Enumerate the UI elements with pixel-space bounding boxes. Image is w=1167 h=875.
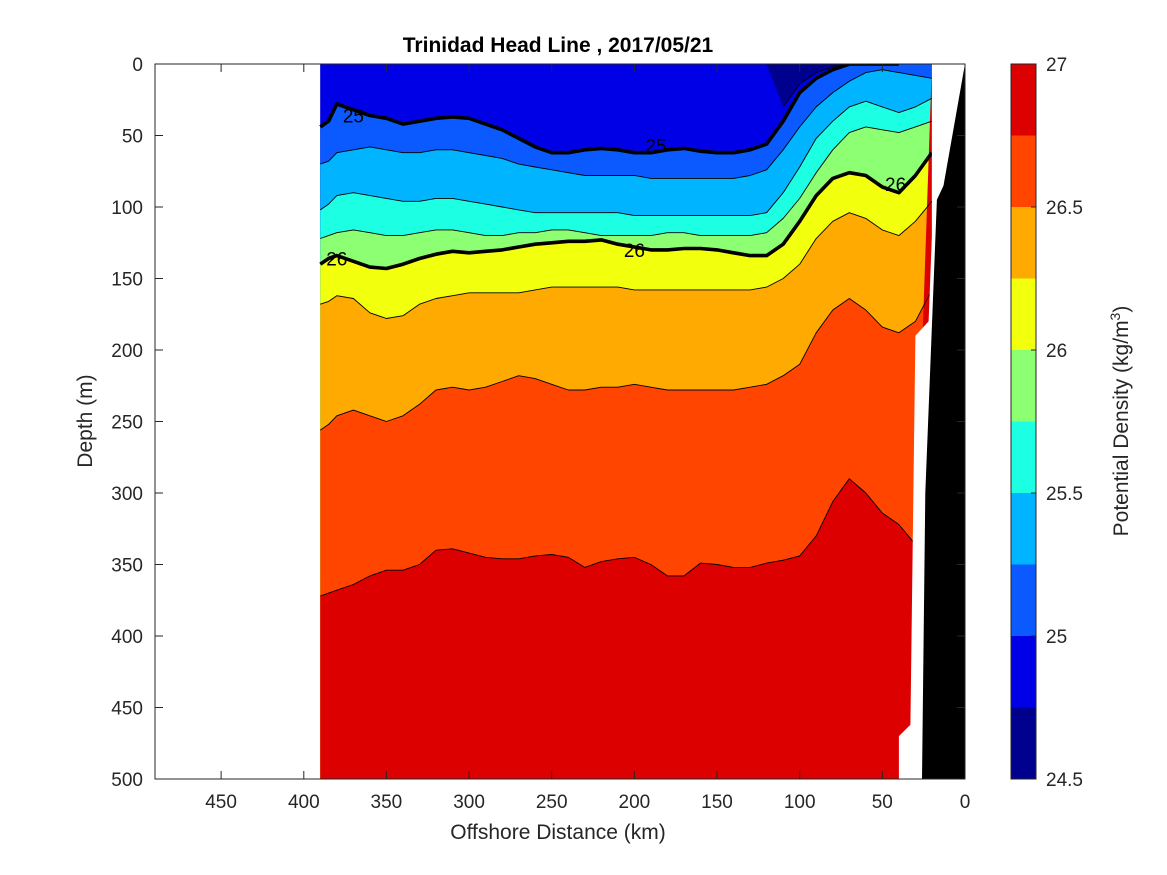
colorbar-tick-label: 25.5 [1046,484,1083,505]
x-tick-label: 100 [784,792,816,813]
colorbar-segment [1011,135,1036,207]
colorbar-frame [1010,63,1037,780]
x-tick-label: 300 [453,792,485,813]
contour-line-26 [319,151,934,271]
colorbar-tick-label: 24.5 [1046,770,1083,791]
colorbar-segment [1011,636,1036,708]
contour-label: 25 [343,107,364,128]
colorbar-segment [1011,278,1036,350]
colorbar-label: Potential Density (kg/m3) [1107,306,1133,537]
contour-label: 26 [326,250,347,271]
colorbar: 24.5 25 25.5 26 26.5 27 Potential Density (kg… [1010,55,1133,791]
colorbar-segment [1011,707,1036,779]
y-tick-label: 300 [111,484,143,505]
colorbar-segment [1011,207,1036,279]
contour-line-25.75 [320,120,933,239]
y-tick-label: 500 [111,770,143,791]
bathymetry [898,64,965,779]
y-tick-label: 0 [132,55,143,76]
y-tick-label: 450 [111,699,143,720]
y-tick-label: 150 [111,270,143,291]
colorbar-segment [1011,421,1036,493]
colorbar-label-superscript: 3 [1107,312,1123,320]
colorbar-tick-label: 27 [1046,55,1067,76]
contour-labels: 25 25 26 26 26 [326,107,906,271]
colorbar-segment [1011,493,1036,565]
y-axis-label: Depth (m) [74,374,97,467]
contour-label: 26 [624,241,645,262]
colorbar-segment [1011,564,1036,636]
density-band-26.75 [320,64,932,779]
contour-line-25.25 [320,69,932,179]
x-tick-label: 0 [960,792,971,813]
contour-line-26.5 [320,289,933,431]
contour-line-26.75 [320,478,916,597]
contour-label: 26 [885,175,906,196]
colorbar-tick-label: 26.5 [1046,198,1083,219]
x-tick-label: 450 [205,792,237,813]
contour-label: 25 [645,137,666,158]
x-axis-label: Offshore Distance (km) [450,821,666,844]
colorbar-tick-label: 26 [1046,341,1067,362]
x-axis-ticks: 450 400 350 300 250 200 150 100 50 0 [205,64,970,813]
contour-line-25 [319,64,899,155]
y-tick-label: 350 [111,556,143,577]
y-tick-label: 50 [122,127,143,148]
chart-title: Trinidad Head Line , 2017/05/21 [403,34,714,57]
x-tick-label: 150 [701,792,733,813]
land-mask [922,64,965,779]
contour-lines [319,64,934,597]
x-tick-label: 250 [536,792,568,813]
contour-bands [320,64,932,779]
y-tick-label: 250 [111,413,143,434]
colorbar-label-main: Potential Density (kg/m [1110,320,1133,536]
x-tick-label: 50 [872,792,893,813]
y-tick-label: 200 [111,341,143,362]
colorbar-ticks: 24.5 25 25.5 26 26.5 27 [1031,55,1083,791]
colorbar-segments [1011,64,1036,779]
colorbar-tick-label: 25 [1046,627,1067,648]
y-tick-label: 400 [111,627,143,648]
colorbar-label-suffix: ) [1110,306,1133,313]
y-tick-label: 100 [111,198,143,219]
x-tick-label: 400 [288,792,320,813]
contour-line-26.25 [320,201,933,319]
x-tick-label: 200 [619,792,651,813]
x-tick-label: 350 [371,792,403,813]
contour-line-25.5 [320,97,933,217]
colorbar-segment [1011,350,1036,422]
y-axis-ticks: 0 50 100 150 200 250 300 350 400 450 500 [111,55,965,791]
colorbar-segment [1011,64,1036,136]
